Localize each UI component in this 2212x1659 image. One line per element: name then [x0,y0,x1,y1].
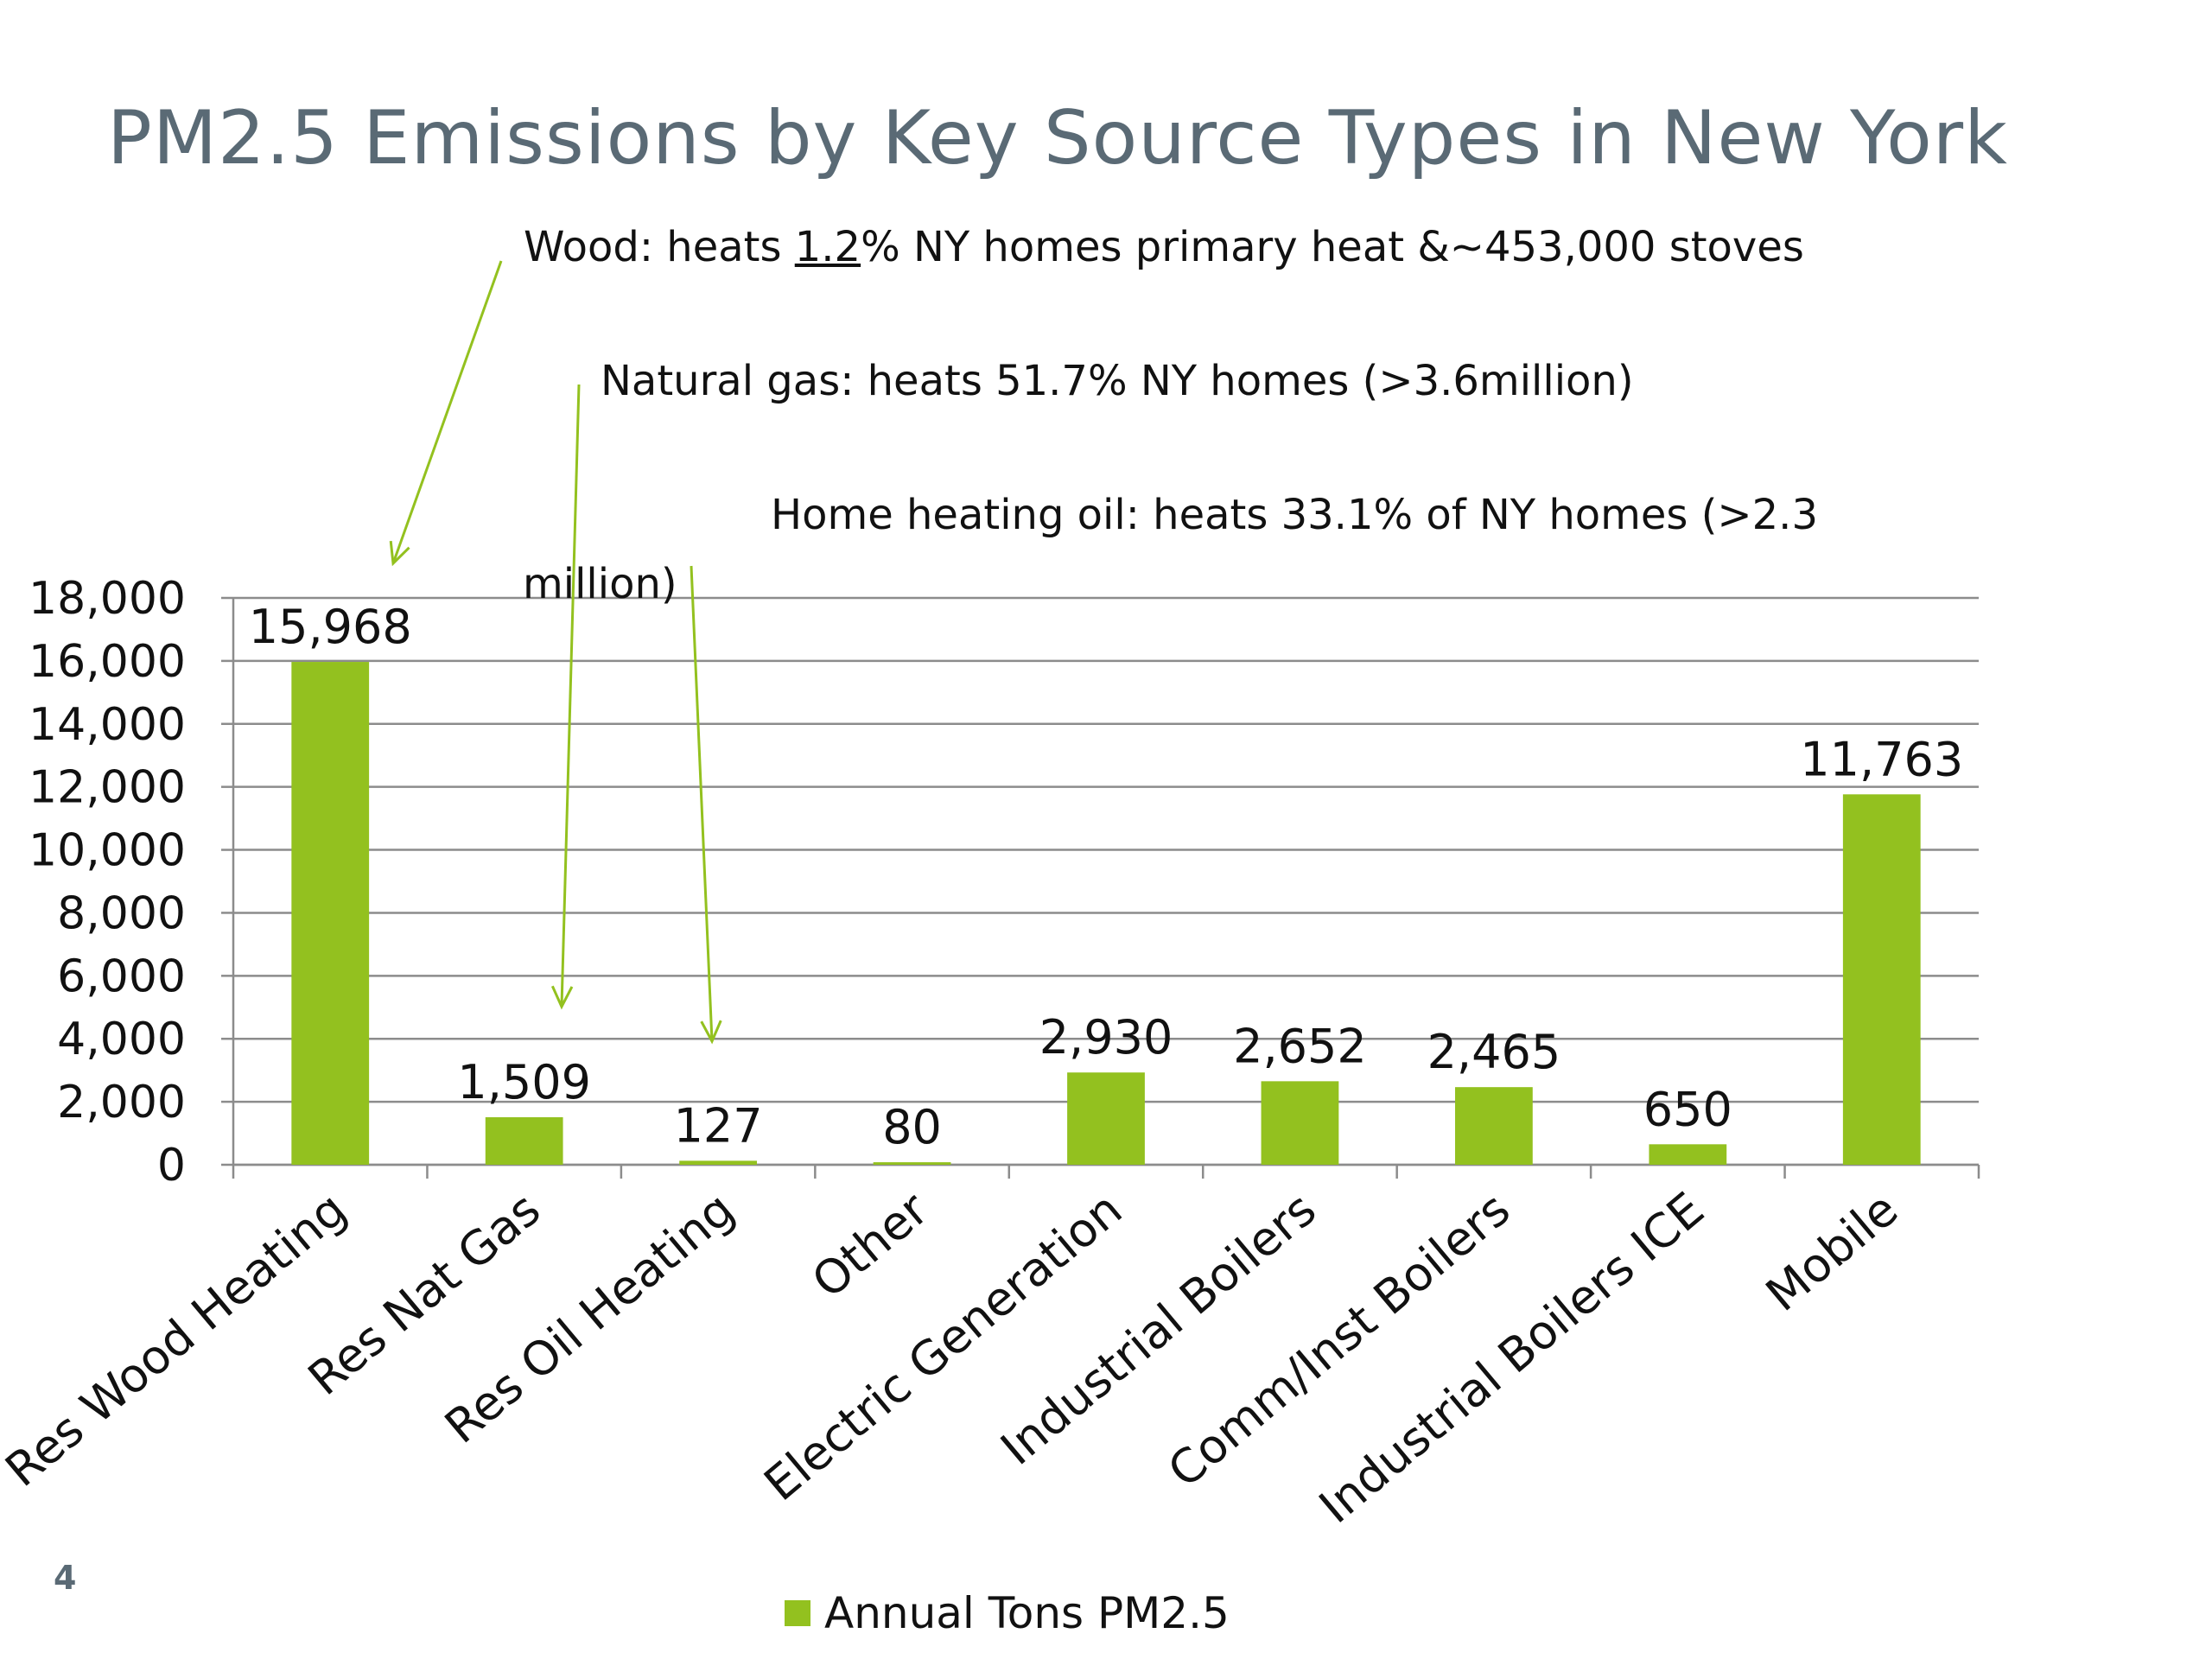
callout-arrowhead [550,985,574,1010]
annotation-wood-suffix: % NY homes primary heat &~453,000 stoves [861,223,1804,271]
category-label: Other [802,1181,939,1308]
bar [1261,1081,1339,1165]
y-tick-label: 14,000 [29,699,186,751]
page-number: 4 [54,1559,77,1597]
data-label: 127 [674,1098,763,1153]
y-tick-label: 6,000 [57,950,186,1002]
category-label: Industrial Boilers [990,1182,1325,1476]
annotation-natural-gas: Natural gas: heats 51.7% NY homes (>3.6m… [601,357,1634,405]
annotation-wood-underlined: 1.2 [794,223,861,271]
data-label: 80 [882,1100,942,1154]
category-label: Comm/Inst Boilers [1158,1182,1520,1498]
y-tick-label: 4,000 [57,1014,186,1065]
category-label: Mobile [1756,1182,1908,1322]
data-label: 650 [1643,1082,1732,1136]
annotation-oil-line1: Home heating oil: heats 33.1% of NY home… [771,491,1818,539]
data-label: 2,652 [1233,1019,1367,1073]
callout-arrowhead [700,1020,722,1045]
bar [485,1117,563,1165]
data-label: 2,465 [1427,1025,1561,1079]
annotation-oil-line2: million) [523,560,677,608]
y-tick-label: 8,000 [57,887,186,939]
callout-arrow [690,565,714,1042]
data-label: 11,763 [1800,732,1963,786]
bar [1067,1072,1145,1165]
y-tick-label: 18,000 [29,573,186,625]
bar [873,1162,951,1165]
callout-arrowhead [389,540,410,567]
legend-swatch [785,1600,810,1626]
bar [1455,1087,1533,1165]
y-tick-label: 0 [157,1140,186,1192]
bar [679,1160,757,1165]
callout-arrow [391,260,503,564]
callout-arrow [560,384,581,1007]
bar [1649,1144,1727,1165]
data-label: 15,968 [249,600,412,654]
slide-title: PM2.5 Emissions by Key Source Types in N… [107,95,2008,181]
data-label: 2,930 [1039,1010,1173,1065]
y-tick-label: 10,000 [29,825,186,877]
y-tick-label: 2,000 [57,1077,186,1128]
annotation-wood-prefix: Wood: heats [524,223,795,271]
category-label: Electric Generation [754,1182,1133,1512]
bar [291,662,370,1165]
legend-label: Annual Tons PM2.5 [824,1588,1230,1638]
data-label: 1,509 [457,1055,591,1109]
category-label: Res Wood Heating [0,1182,357,1497]
category-label: Industrial Boilers ICE [1309,1182,1714,1535]
y-tick-label: 16,000 [29,636,186,688]
annotation-wood: Wood: heats 1.2% NY homes primary heat &… [524,223,1804,271]
y-tick-label: 12,000 [29,762,186,814]
bar [1842,794,1921,1165]
chart-legend: Annual Tons PM2.5 [785,1588,1230,1638]
